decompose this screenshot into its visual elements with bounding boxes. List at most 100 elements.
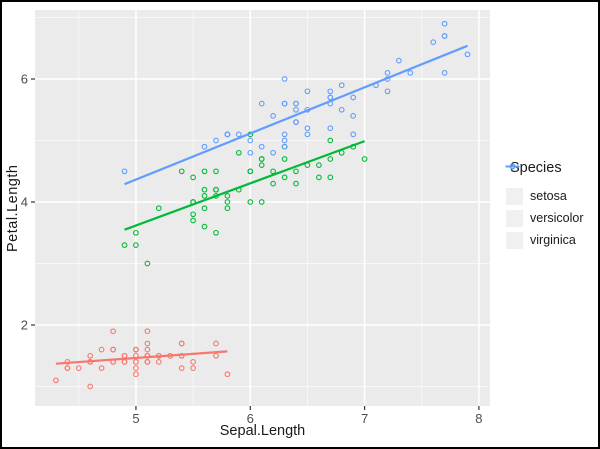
data-point-virginica <box>327 125 334 132</box>
data-point-versicolor <box>316 174 322 181</box>
data-point-versicolor <box>281 174 288 181</box>
line-point-glyph-icon <box>505 163 520 170</box>
data-point-setosa <box>133 346 139 353</box>
legend-key-swatch <box>505 163 523 249</box>
data-point-virginica <box>384 88 391 95</box>
data-point-setosa <box>224 371 231 378</box>
data-point-setosa <box>110 328 116 335</box>
data-point-versicolor <box>133 229 139 236</box>
data-point-setosa <box>87 352 94 359</box>
data-point-virginica <box>384 70 391 76</box>
data-point-virginica <box>338 106 345 113</box>
x-tick-label: 6 <box>247 411 254 426</box>
data-point-versicolor <box>213 229 219 236</box>
data-point-versicolor <box>281 156 288 162</box>
x-tick-label: 7 <box>361 411 368 426</box>
legend-entry-2: virginica <box>505 163 584 251</box>
data-point-versicolor <box>361 156 368 162</box>
data-point-versicolor <box>258 156 265 162</box>
legend-entry-1: versicolor <box>505 163 584 229</box>
plot-panel <box>35 10 490 406</box>
data-point-virginica <box>293 100 299 107</box>
data-point-versicolor <box>121 242 128 248</box>
data-point-virginica <box>224 131 231 138</box>
data-point-versicolor <box>190 174 196 181</box>
legend-label: virginica <box>530 233 576 247</box>
data-point-virginica <box>201 143 208 150</box>
data-point-virginica <box>304 125 311 132</box>
data-point-versicolor <box>327 156 334 162</box>
data-point-virginica <box>247 137 254 144</box>
data-point-versicolor <box>327 174 334 181</box>
data-point-setosa <box>178 340 185 347</box>
data-point-setosa <box>155 359 162 365</box>
legend-key-swatch <box>505 163 523 227</box>
data-point-versicolor <box>224 199 231 205</box>
data-point-setosa <box>98 346 105 353</box>
data-point-virginica <box>350 131 357 138</box>
data-point-virginica <box>441 70 448 76</box>
trend-line-versicolor <box>124 140 365 231</box>
data-point-virginica <box>293 106 299 113</box>
data-point-setosa <box>213 340 219 347</box>
data-point-virginica <box>121 168 128 175</box>
x-tick-label: 8 <box>475 411 482 426</box>
data-point-virginica <box>281 76 288 82</box>
data-point-versicolor <box>293 168 299 175</box>
data-point-virginica <box>258 100 265 107</box>
data-point-setosa <box>133 365 139 371</box>
y-tick-label: 4 <box>21 195 28 210</box>
data-point-versicolor <box>270 168 276 175</box>
data-point-versicolor <box>178 168 185 175</box>
data-point-setosa <box>75 365 82 371</box>
data-point-versicolor <box>235 149 242 156</box>
legend-title: Species <box>510 160 562 176</box>
data-point-virginica <box>281 143 288 150</box>
x-tick-label: 5 <box>132 411 139 426</box>
data-point-setosa <box>190 365 196 371</box>
data-point-versicolor <box>316 162 322 168</box>
data-point-setosa <box>64 365 71 371</box>
data-point-setosa <box>178 365 185 371</box>
data-point-virginica <box>441 33 448 39</box>
data-point-versicolor <box>201 193 208 199</box>
data-point-setosa <box>133 371 139 378</box>
data-point-virginica <box>407 70 414 76</box>
data-point-virginica <box>327 94 334 101</box>
y-axis-title: Petal.Length <box>5 164 21 252</box>
data-point-setosa <box>144 346 151 353</box>
data-point-versicolor <box>247 168 254 175</box>
data-point-virginica <box>464 51 471 58</box>
data-point-setosa <box>213 352 219 359</box>
data-point-virginica <box>304 88 311 95</box>
data-point-virginica <box>441 20 448 27</box>
data-point-versicolor <box>201 223 208 230</box>
data-point-versicolor <box>133 242 139 248</box>
data-point-versicolor <box>270 180 276 187</box>
data-point-virginica <box>281 131 288 138</box>
data-point-virginica <box>338 82 345 89</box>
legend: Species setosa versicolor <box>505 160 584 251</box>
data-point-setosa <box>144 328 151 335</box>
data-point-setosa <box>144 359 151 365</box>
data-point-versicolor <box>190 211 196 218</box>
data-point-virginica <box>293 119 299 125</box>
data-point-setosa <box>190 359 196 365</box>
data-point-virginica <box>396 57 402 64</box>
data-point-versicolor <box>144 260 151 267</box>
data-point-versicolor <box>155 205 162 212</box>
x-axis-title: Sepal.Length <box>219 423 306 439</box>
data-point-virginica <box>304 131 311 138</box>
data-point-versicolor <box>224 193 231 199</box>
trend-line-virginica <box>124 44 468 186</box>
data-point-virginica <box>327 88 334 95</box>
legend-label: versicolor <box>530 211 584 225</box>
data-point-versicolor <box>224 205 231 212</box>
data-point-setosa <box>53 377 59 384</box>
data-point-virginica <box>235 131 242 138</box>
legend-entry-0: setosa <box>505 163 584 207</box>
data-point-versicolor <box>213 186 219 193</box>
data-point-setosa <box>144 340 151 347</box>
